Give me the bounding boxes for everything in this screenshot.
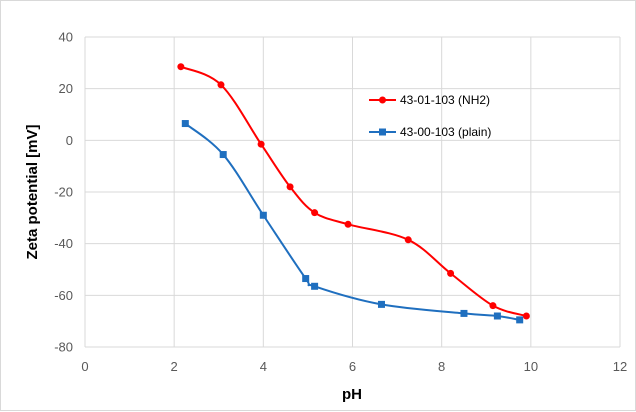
data-point-plain (311, 282, 319, 290)
x-tick-label: 8 (438, 359, 445, 374)
y-tick-label: 40 (59, 30, 73, 45)
data-point-plain (493, 312, 501, 320)
data-point-nh2 (311, 209, 319, 217)
y-tick-label: -60 (54, 288, 73, 303)
x-axis-title: pH (342, 386, 362, 403)
data-point-nh2 (177, 63, 185, 71)
y-tick-label: -40 (54, 236, 73, 251)
y-tick-label: 0 (66, 133, 73, 148)
data-point-nh2 (404, 236, 412, 244)
series-line-nh2 (180, 65, 527, 317)
data-point-plain (377, 300, 385, 308)
tick-labels: -80 -60 -40 -20 0 20 40 0 2 4 6 8 10 12 (54, 30, 627, 375)
data-point-nh2 (344, 220, 352, 228)
series-nh2 (177, 63, 530, 320)
data-point-nh2 (217, 81, 225, 89)
grid-lines (84, 36, 621, 348)
data-point-plain (219, 151, 227, 159)
legend-marker (379, 96, 386, 104)
legend-entry-plain: 43-00-103 (plain) (369, 125, 491, 139)
series-plain (181, 120, 524, 324)
data-point-nh2 (522, 312, 530, 320)
data-point-plain (302, 275, 310, 283)
x-tick-label: 0 (81, 359, 88, 374)
legend-label: 43-00-103 (plain) (400, 125, 491, 139)
data-point-plain (460, 309, 468, 317)
x-tick-label: 2 (171, 359, 178, 374)
data-point-nh2 (447, 269, 455, 277)
x-tick-label: 4 (260, 359, 267, 374)
data-point-plain (259, 211, 267, 219)
data-point-nh2 (257, 140, 265, 148)
data-point-nh2 (286, 183, 294, 191)
x-tick-label: 10 (524, 359, 538, 374)
y-tick-label: 20 (59, 81, 73, 96)
data-point-plain (181, 120, 189, 128)
x-tick-label: 12 (613, 359, 627, 374)
y-tick-label: -20 (54, 185, 73, 200)
data-point-nh2 (489, 302, 497, 310)
y-axis-title: Zeta potential [mV] (24, 124, 41, 259)
legend-entry-nh2: 43-01-103 (NH2) (369, 93, 490, 107)
legend-label: 43-01-103 (NH2) (400, 93, 490, 107)
x-tick-label: 6 (349, 359, 356, 374)
y-tick-label: -80 (54, 340, 73, 355)
data-point-plain (516, 316, 524, 324)
legend: 43-01-103 (NH2) 43-00-103 (plain) (369, 93, 491, 139)
series-lines (177, 63, 530, 324)
legend-marker (379, 128, 386, 136)
